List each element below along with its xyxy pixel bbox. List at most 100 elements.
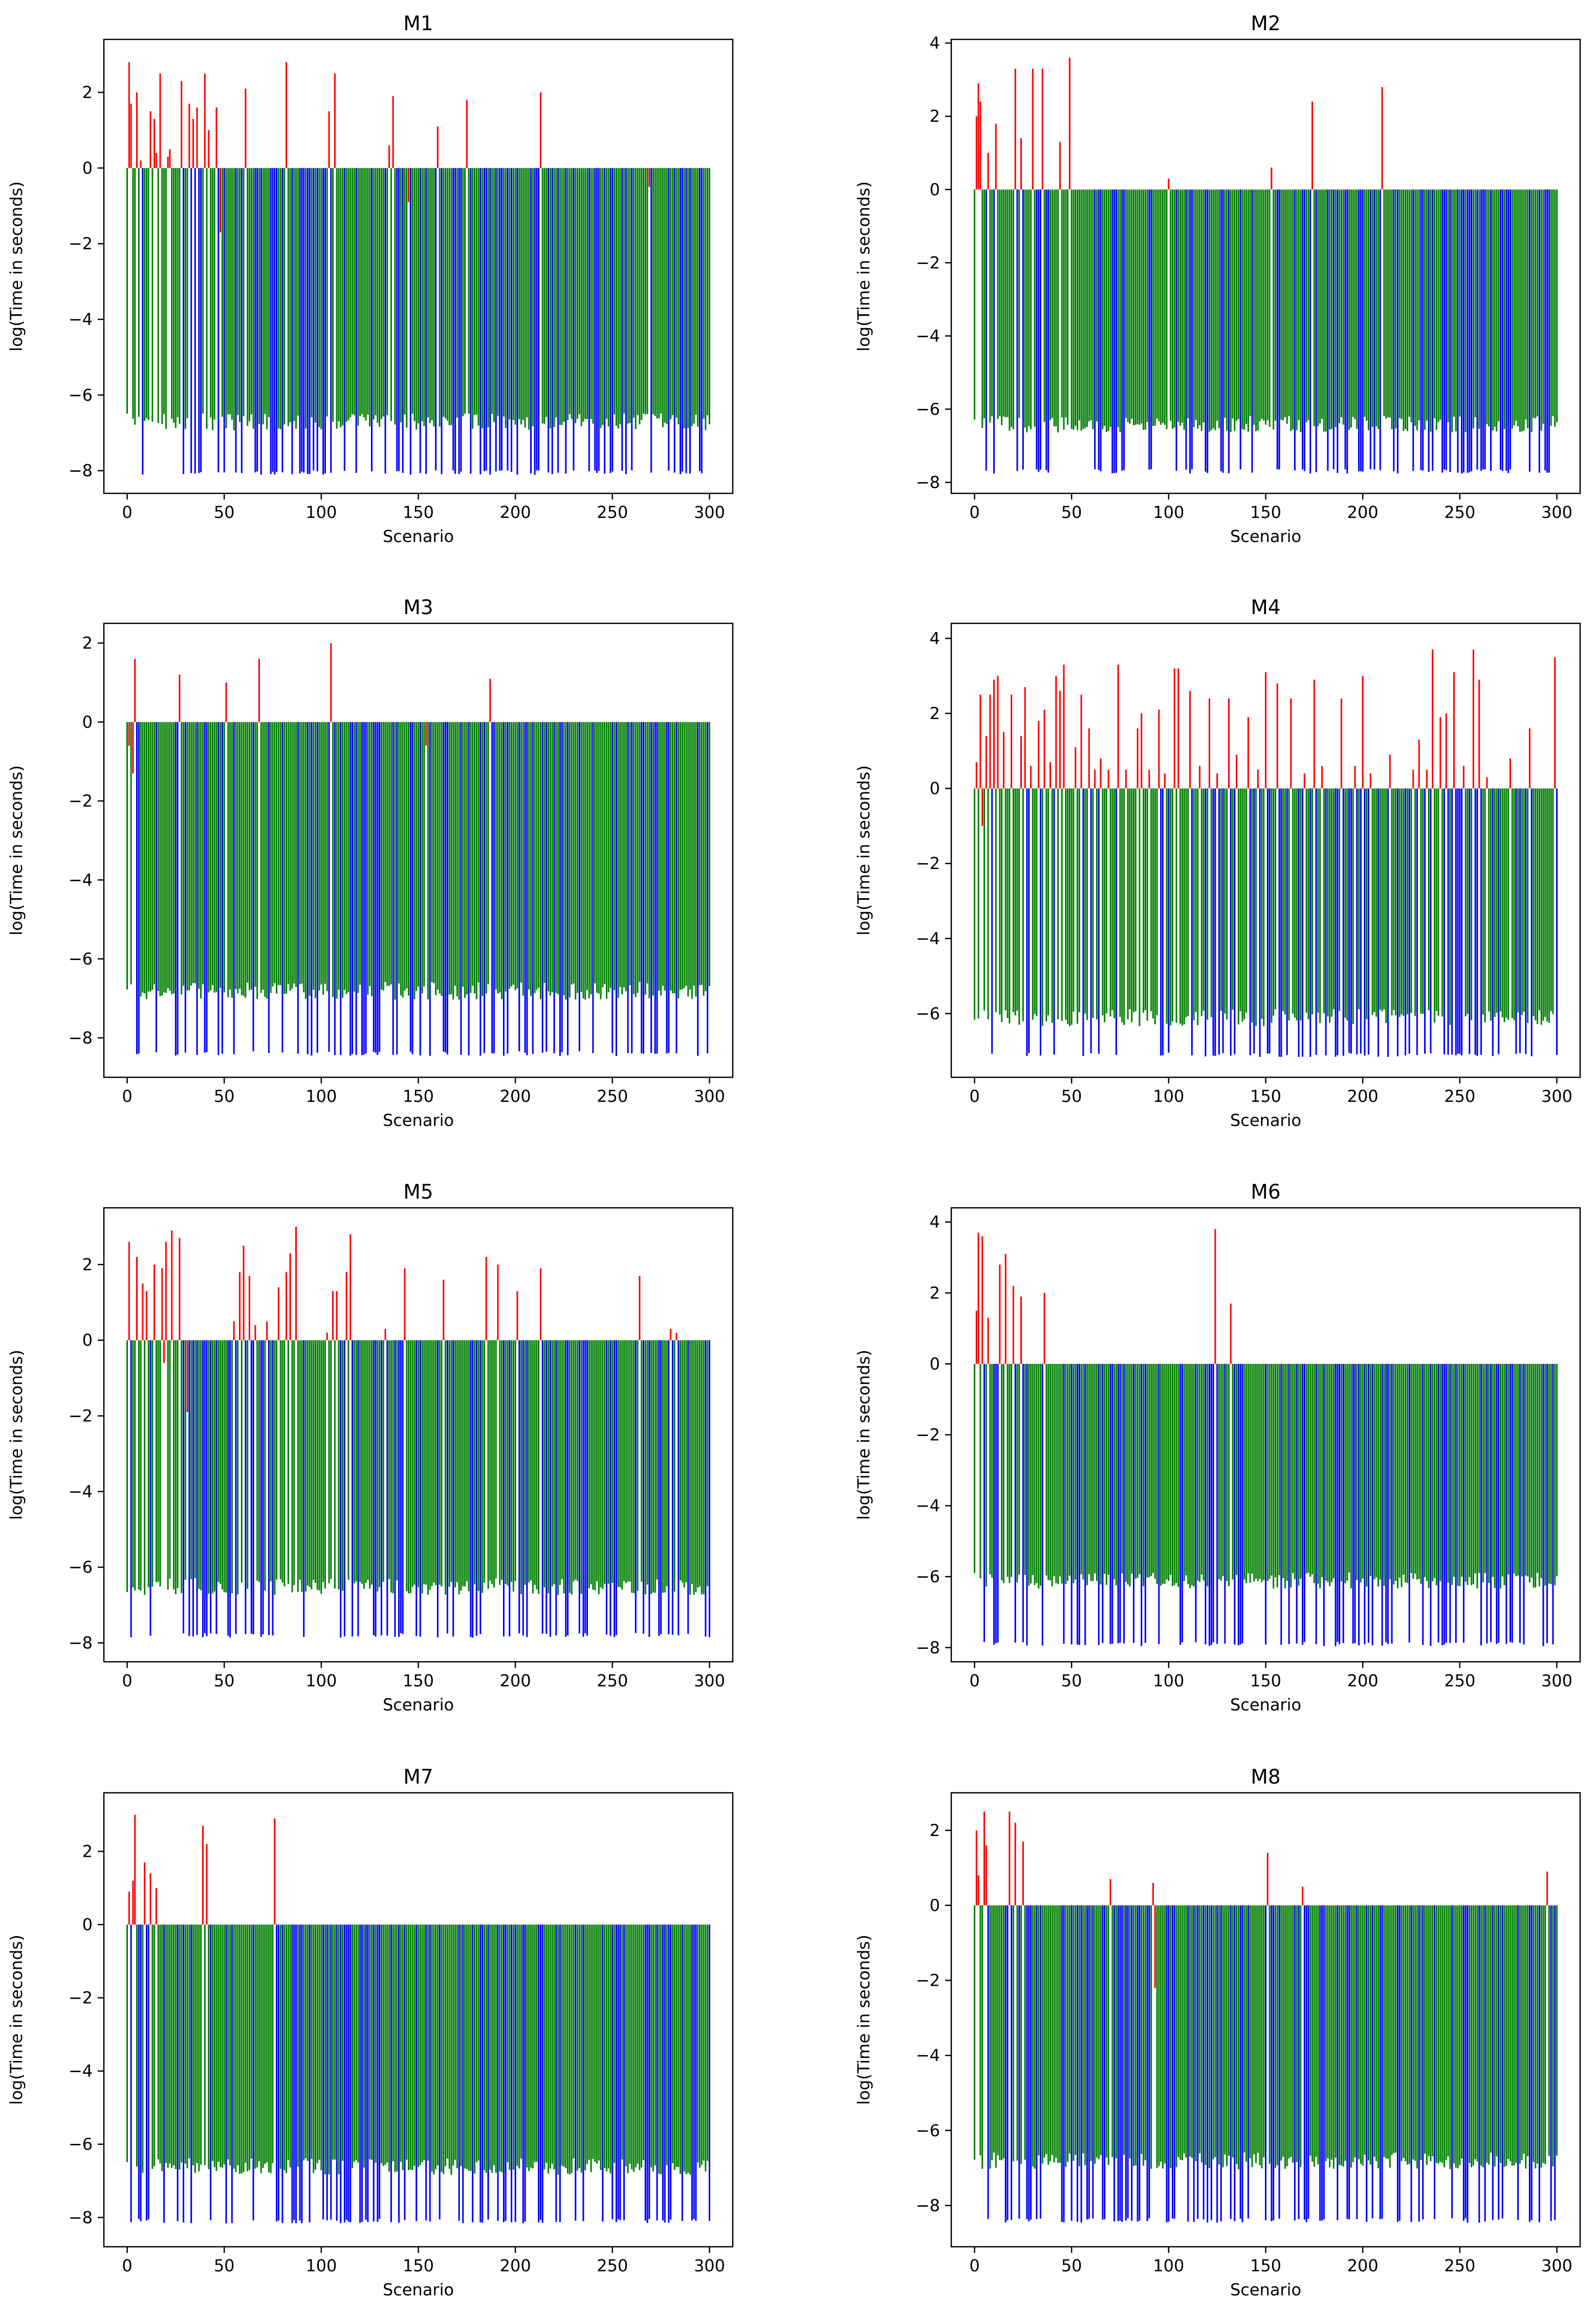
green-bar: [1432, 1905, 1434, 2157]
red-bar: [243, 1245, 245, 1340]
green-bar: [698, 1340, 701, 1587]
chart-m6: 0 50 100 150 200 250 300−8−6−4−2024M6Scenariol…: [854, 1181, 1581, 1714]
green-bar: [279, 168, 281, 429]
green-bar: [695, 722, 697, 997]
green-bar: [592, 1340, 594, 1590]
green-bar: [408, 722, 410, 996]
green-bar: [631, 1340, 633, 1593]
green-bar: [509, 722, 511, 989]
blue-bar: [1335, 1363, 1337, 1646]
blue-bar: [545, 722, 548, 1052]
green-bar: [229, 1924, 231, 2165]
green-bar: [1552, 189, 1554, 417]
green-bar: [423, 1340, 425, 1584]
green-bar: [1482, 1363, 1484, 1582]
green-bar: [1047, 1363, 1050, 1580]
green-bar: [1158, 1905, 1160, 2166]
green-bar: [1472, 1363, 1474, 1584]
blue-bar: [1337, 788, 1339, 1055]
green-bar: [283, 722, 286, 994]
green-bar: [1430, 189, 1432, 432]
green-bar: [1499, 1363, 1501, 1589]
green-bar: [549, 1924, 551, 2169]
green-bar: [1494, 788, 1496, 1017]
x-tick-label: 50: [214, 1087, 235, 1106]
green-bar: [1395, 1905, 1397, 2153]
blue-bar: [1315, 189, 1317, 472]
green-bar: [1459, 1363, 1461, 1587]
y-tick-label: −2: [916, 854, 940, 873]
green-bar: [1189, 1905, 1191, 2157]
green-bar: [1556, 1363, 1558, 1576]
blue-bar: [241, 168, 243, 473]
green-bar: [134, 168, 136, 425]
green-bar: [1340, 1363, 1342, 1581]
green-bar: [464, 168, 466, 414]
green-bar: [1129, 788, 1131, 1010]
red-bar: [225, 682, 227, 722]
green-bar: [375, 1924, 377, 2163]
green-bar: [1255, 1363, 1257, 1579]
green-bar: [1405, 1363, 1407, 1582]
green-bar: [301, 722, 303, 984]
blue-bar: [1443, 189, 1445, 470]
blue-bar: [1218, 788, 1220, 1055]
green-bar: [400, 1924, 402, 2162]
green-bar: [1391, 788, 1393, 1016]
green-bar: [179, 168, 181, 424]
y-tick-label: −2: [69, 1988, 93, 2008]
green-bar: [1061, 788, 1063, 1022]
green-bar: [1051, 1363, 1053, 1587]
green-bar: [1104, 189, 1106, 426]
blue-bar: [1193, 1905, 1195, 2222]
green-bar: [1170, 1363, 1172, 1575]
red-bar: [979, 101, 981, 190]
blue-bar: [1302, 189, 1304, 470]
blue-bar: [1550, 1905, 1552, 2221]
x-tick-label: 0: [969, 1087, 979, 1106]
green-bar: [524, 1340, 526, 1585]
green-bar: [1148, 1363, 1150, 1577]
blue-bar: [582, 1340, 584, 1637]
blue-bar: [355, 722, 357, 1055]
blue-bar: [619, 1924, 621, 2221]
green-bar: [192, 722, 194, 984]
blue-bar: [1364, 788, 1366, 1056]
red-bar: [639, 1276, 641, 1340]
red-bar: [975, 1830, 977, 1905]
blue-bar: [1337, 189, 1339, 473]
green-bar: [1426, 1363, 1428, 1581]
green-bar: [386, 722, 388, 986]
y-tick-label: −6: [916, 399, 940, 419]
blue-bar: [396, 722, 398, 1055]
green-bar: [1274, 189, 1276, 421]
y-axis-label: log(Time in seconds): [854, 1935, 873, 2104]
green-bar: [353, 1340, 355, 1583]
blue-bar: [1398, 1905, 1401, 2221]
red-bar: [128, 62, 130, 168]
green-bar: [705, 722, 707, 991]
blue-bar: [1294, 1905, 1296, 2221]
green-bar: [543, 1340, 545, 1588]
green-bar: [619, 168, 621, 425]
blue-bar: [654, 722, 656, 1054]
red-bar: [1528, 728, 1531, 789]
blue-bar: [446, 722, 448, 1055]
green-bar: [318, 1340, 320, 1591]
green-bar: [1416, 189, 1418, 430]
green-bar: [1531, 1363, 1533, 1578]
green-bar: [353, 722, 355, 992]
blue-bar: [1160, 788, 1162, 1056]
green-bar: [147, 168, 149, 420]
blue-bar: [229, 1340, 231, 1638]
red-bar: [1117, 664, 1119, 789]
red-bar: [1472, 649, 1474, 789]
green-bar: [243, 168, 245, 417]
green-bar: [493, 168, 495, 422]
green-bar: [553, 1924, 555, 2169]
green-bar: [1121, 1363, 1123, 1574]
blue-bar: [536, 168, 538, 471]
green-bar: [1261, 1363, 1263, 1582]
green-bar: [1330, 788, 1332, 1017]
green-bar: [161, 168, 163, 424]
